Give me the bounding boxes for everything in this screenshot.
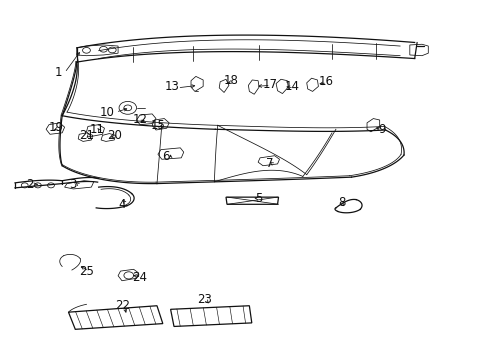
Text: 3: 3 — [69, 178, 77, 191]
Text: 21: 21 — [79, 129, 94, 142]
Text: 11: 11 — [90, 123, 105, 136]
Text: 17: 17 — [262, 78, 277, 91]
Text: 1: 1 — [55, 66, 62, 79]
Text: 22: 22 — [115, 299, 130, 312]
Text: 24: 24 — [132, 271, 147, 284]
Text: 25: 25 — [79, 265, 94, 278]
Text: 14: 14 — [284, 80, 299, 93]
Text: 9: 9 — [377, 123, 385, 136]
Text: 18: 18 — [223, 74, 238, 87]
Text: 5: 5 — [255, 192, 262, 205]
Text: 13: 13 — [165, 80, 180, 93]
Text: 20: 20 — [106, 129, 122, 142]
Text: 12: 12 — [132, 113, 147, 126]
Text: 6: 6 — [162, 150, 169, 163]
Text: 2: 2 — [26, 178, 33, 191]
Text: 19: 19 — [48, 121, 63, 134]
Text: 23: 23 — [197, 293, 212, 306]
Text: 15: 15 — [150, 119, 165, 132]
Text: 4: 4 — [118, 198, 125, 211]
Text: 10: 10 — [100, 105, 115, 119]
Text: 7: 7 — [265, 157, 273, 170]
Text: 16: 16 — [318, 75, 333, 88]
Text: 8: 8 — [337, 195, 345, 209]
